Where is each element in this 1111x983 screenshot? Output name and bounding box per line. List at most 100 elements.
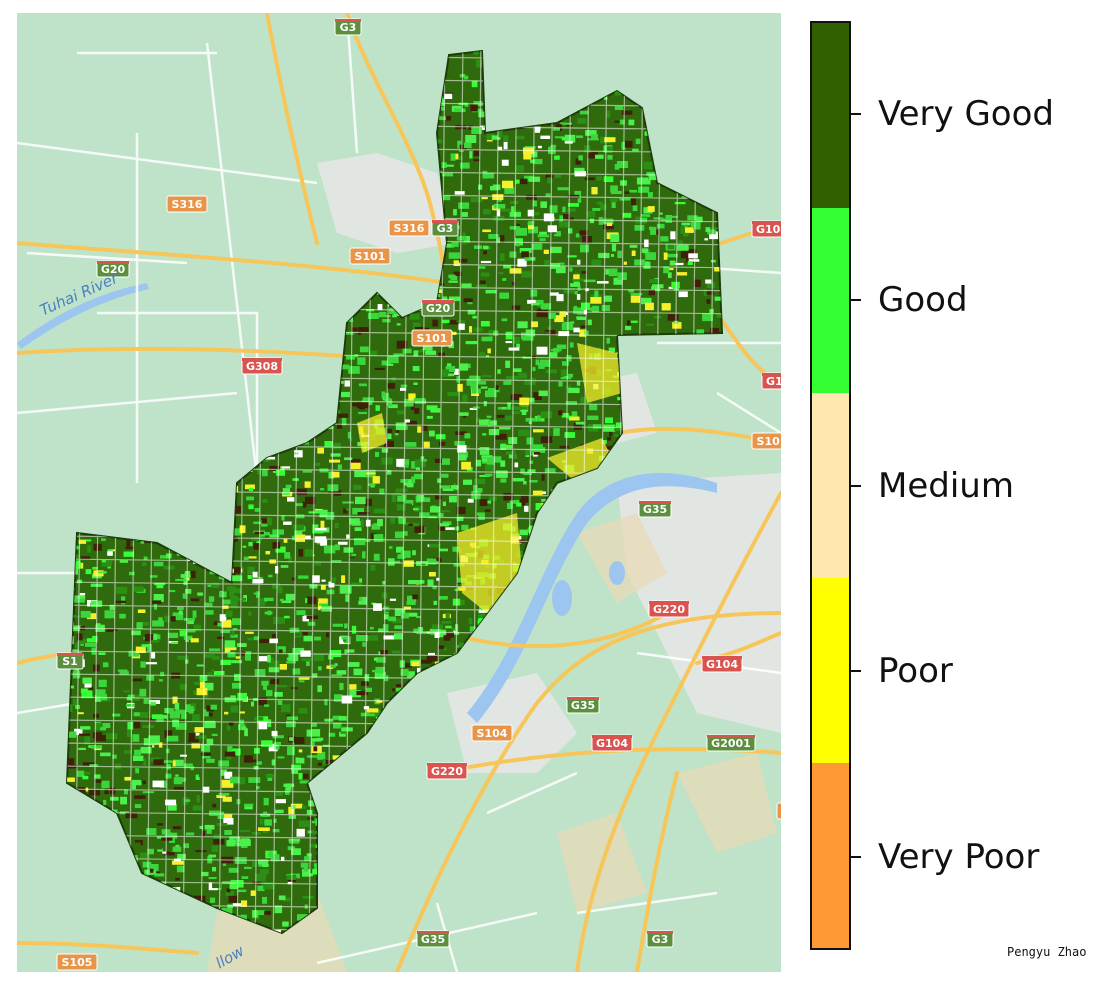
- suitability-cell: [367, 312, 379, 319]
- suitability-cell: [389, 598, 397, 601]
- suitability-cell: [576, 380, 581, 386]
- suitability-cell: [450, 485, 459, 490]
- suitability-cell: [488, 420, 498, 426]
- suitability-cell: [320, 488, 325, 491]
- suitability-cell: [616, 161, 629, 168]
- suitability-cell: [337, 464, 342, 470]
- suitability-cell: [516, 223, 520, 226]
- suitability-cell: [276, 469, 285, 476]
- suitability-cell: [276, 685, 288, 688]
- suitability-cell: [596, 281, 609, 284]
- suitability-cell: [209, 648, 221, 652]
- suitability-cell: [195, 850, 207, 853]
- suitability-cell: [359, 578, 363, 586]
- suitability-cell: [572, 278, 584, 282]
- suitability-cell: [194, 681, 205, 686]
- suitability-cell: [479, 614, 488, 621]
- suitability-cell: [185, 629, 196, 633]
- suitability-cell: [329, 498, 337, 506]
- suitability-cell: [168, 708, 174, 714]
- suitability-cell: [471, 80, 478, 88]
- suitability-cell: [302, 869, 311, 877]
- suitability-cell: [267, 654, 271, 663]
- suitability-cell: [179, 630, 188, 637]
- suitability-cell: [101, 780, 110, 789]
- suitability-cell: [645, 252, 656, 260]
- suitability-cell: [231, 575, 243, 582]
- suitability-cell: [259, 818, 264, 825]
- suitability-cell: [413, 350, 419, 357]
- map-canvas[interactable]: G3S316S316G3S101G20G20S101G308G104G104S1…: [17, 13, 781, 972]
- suitability-cell: [702, 313, 713, 322]
- suitability-cell: [141, 562, 147, 566]
- suitability-cell: [231, 528, 242, 536]
- suitability-cell: [250, 890, 256, 896]
- suitability-cell: [412, 594, 419, 600]
- suitability-cell: [538, 390, 548, 397]
- suitability-cell: [501, 318, 508, 322]
- suitability-cell: [515, 242, 521, 247]
- suitability-cell: [439, 523, 449, 527]
- suitability-cell: [563, 214, 570, 219]
- suitability-cell: [285, 593, 295, 601]
- suitability-cell: [482, 433, 487, 436]
- suitability-cell: [352, 595, 360, 601]
- suitability-cell: [398, 517, 407, 525]
- suitability-cell: [76, 633, 83, 641]
- suitability-cell: [181, 713, 187, 720]
- suitability-cell: [231, 536, 238, 542]
- suitability-cell: [530, 377, 536, 386]
- suitability-cell: [567, 203, 579, 207]
- suitability-cell: [304, 549, 314, 557]
- suitability-cell: [714, 267, 721, 272]
- suitability-cell: [577, 286, 581, 291]
- suitability-cell: [534, 126, 541, 133]
- suitability-cell: [315, 462, 321, 466]
- suitability-cell: [202, 756, 211, 759]
- suitability-cell: [442, 521, 452, 526]
- basemap[interactable]: G3S316S316G3S101G20G20S101G308G104G104S1…: [17, 13, 781, 972]
- suitability-cell: [487, 348, 491, 354]
- suitability-cell: [533, 452, 541, 455]
- suitability-cell: [207, 672, 213, 676]
- suitability-cell: [283, 897, 291, 902]
- suitability-cell: [463, 236, 470, 243]
- suitability-cell: [101, 560, 112, 567]
- suitability-cell: [298, 708, 308, 714]
- suitability-cell: [362, 642, 366, 647]
- suitability-cell: [85, 569, 92, 575]
- suitability-cell: [354, 538, 366, 546]
- suitability-cell: [234, 673, 241, 681]
- suitability-cell: [706, 282, 716, 289]
- suitability-cell: [478, 111, 485, 118]
- suitability-cell: [263, 882, 275, 890]
- suitability-cell: [497, 209, 501, 217]
- suitability-cell: [386, 383, 396, 389]
- suitability-cell: [397, 494, 407, 502]
- suitability-cell: [291, 764, 302, 771]
- suitability-cell: [678, 291, 688, 298]
- suitability-cell: [502, 180, 514, 189]
- suitability-cell: [439, 596, 448, 600]
- suitability-cell: [553, 193, 559, 199]
- suitability-cell: [161, 766, 167, 769]
- suitability-cell: [650, 226, 657, 235]
- suitability-cell: [509, 251, 517, 258]
- suitability-cell: [230, 705, 239, 713]
- suitability-cell: [475, 459, 482, 467]
- suitability-cell: [453, 260, 461, 266]
- suitability-cell: [406, 601, 416, 605]
- suitability-cell: [540, 130, 551, 136]
- suitability-cell: [512, 337, 520, 344]
- suitability-cell: [376, 700, 383, 703]
- suitability-cell: [680, 251, 690, 259]
- suitability-cell: [617, 396, 622, 401]
- suitability-cell: [162, 844, 173, 852]
- suitability-cell: [459, 258, 468, 263]
- suitability-cell: [476, 418, 481, 423]
- suitability-cell: [170, 616, 176, 622]
- suitability-cell: [565, 401, 577, 405]
- suitability-cell: [505, 360, 511, 368]
- suitability-cell: [284, 615, 290, 619]
- suitability-cell: [623, 261, 627, 265]
